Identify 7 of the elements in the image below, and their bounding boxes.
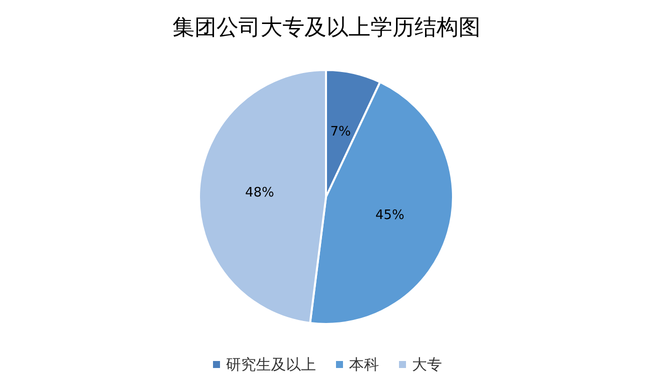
legend-label: 大专 [412, 356, 442, 374]
legend-label: 本科 [349, 356, 379, 374]
data-label: 7% [330, 124, 351, 140]
data-label: 45% [375, 208, 404, 224]
legend-label: 研究生及以上 [226, 356, 316, 374]
data-label: 48% [245, 185, 274, 200]
chart-title: 集团公司大专及以上学历结构图 [172, 16, 480, 40]
